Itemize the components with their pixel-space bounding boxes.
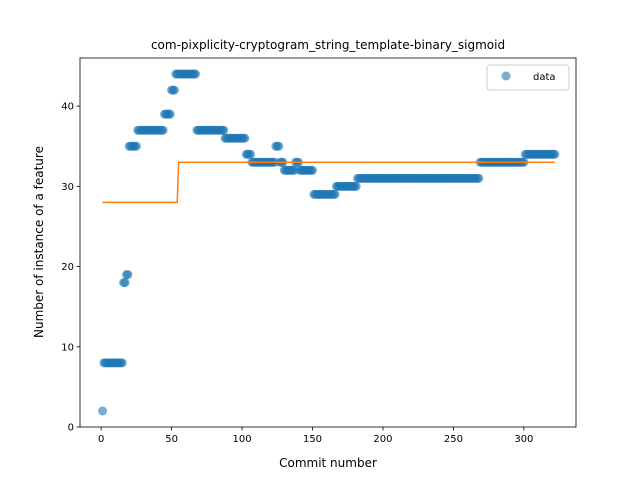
- y-tick-label: 10: [61, 342, 74, 353]
- x-tick-label: 200: [373, 434, 392, 445]
- data-point: [330, 189, 340, 199]
- y-tick-label: 30: [61, 182, 74, 193]
- data-point: [117, 358, 127, 368]
- data-point: [120, 278, 130, 288]
- y-tick-label: 20: [61, 262, 74, 273]
- data-point: [240, 133, 250, 143]
- legend-box: [486, 64, 570, 91]
- y-tick-label: 40: [61, 102, 74, 113]
- chart-title: com-pixplicity-cryptogram_string_templat…: [151, 38, 505, 52]
- data-point: [308, 165, 317, 175]
- fit-line: [102, 161, 555, 204]
- data-point: [191, 69, 201, 79]
- x-tick-label: 50: [165, 434, 178, 445]
- data-point: [351, 181, 361, 191]
- data-point: [165, 109, 175, 119]
- data-point: [550, 149, 560, 159]
- data-point: [131, 141, 141, 151]
- x-tick-label: 300: [514, 434, 533, 445]
- legend-marker-data: [501, 71, 511, 81]
- data-point: [274, 141, 284, 151]
- x-tick-label: 150: [303, 434, 322, 445]
- data-point: [219, 125, 229, 135]
- y-tick-label: 0: [68, 423, 74, 434]
- y-axis-label: Number of instance of a feature: [32, 146, 46, 338]
- plot-area: 0 50 100 150 200 250 300 0 10 20 30 40: [61, 57, 577, 445]
- x-axis-label: Commit number: [279, 456, 377, 470]
- legend-label-data: data: [533, 72, 556, 83]
- legend: data: [486, 64, 570, 91]
- data-point: [474, 173, 484, 183]
- data-point: [123, 270, 133, 280]
- data-point: [98, 406, 108, 416]
- axes-frame: [79, 57, 577, 428]
- x-tick-label: 0: [98, 434, 104, 445]
- x-tick-label: 100: [232, 434, 251, 445]
- x-tick-label: 250: [444, 434, 463, 445]
- data-point: [169, 85, 179, 95]
- data-point: [158, 125, 168, 135]
- data-point: [246, 149, 255, 159]
